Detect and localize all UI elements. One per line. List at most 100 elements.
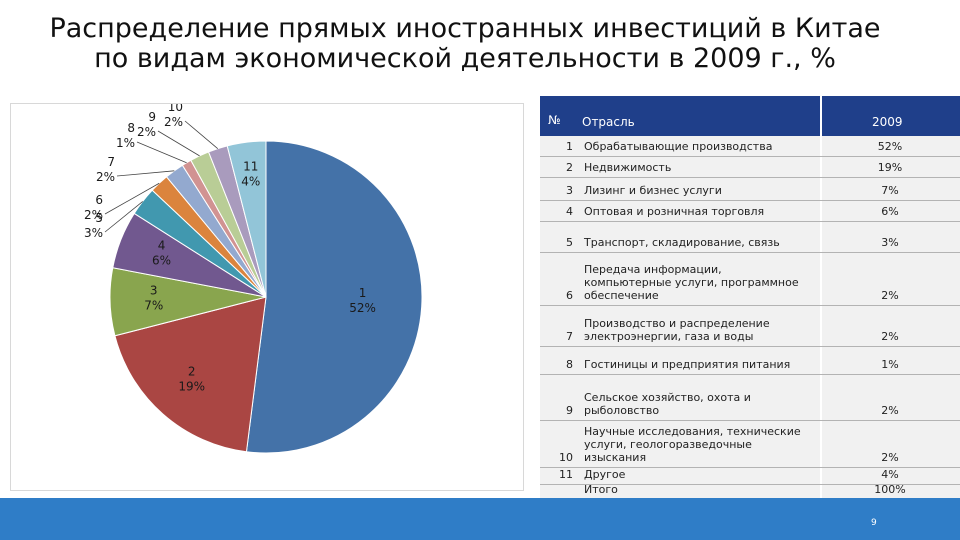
pie-leader-9 xyxy=(157,130,200,157)
header-industry: Отрасль xyxy=(582,115,635,129)
title-line-2: по видам экономической деятельности в 20… xyxy=(94,43,836,74)
table-row: 4 Оптовая и розничная торговля 6% xyxy=(540,201,960,221)
table-row: 7 Производство и распределение электроэнер… xyxy=(540,306,960,346)
row-industry-name: Научные исследования, технические услуги,… xyxy=(584,425,801,464)
row-number: 2 xyxy=(566,161,573,174)
row-value: 2% xyxy=(881,404,899,417)
row-industry-line: изыскания xyxy=(584,451,647,464)
pie-label-number-5: 5 xyxy=(95,211,103,225)
pie-leader-8 xyxy=(136,141,187,164)
row-value: 2% xyxy=(881,330,899,343)
pie-label-number-6: 6 xyxy=(95,193,103,207)
pie-label-number-11: 11 xyxy=(243,159,258,173)
row-number: 5 xyxy=(566,236,573,249)
table-row: 2 Недвижимость 19% xyxy=(540,157,960,177)
row-number: 6 xyxy=(566,289,573,302)
table-row: 11 Другое 4% xyxy=(540,468,960,484)
row-value: 6% xyxy=(881,205,899,218)
row-industry-line: Лизинг и бизнес услуги xyxy=(584,184,722,197)
pie-label-1: 152% xyxy=(349,286,376,315)
row-number: 4 xyxy=(566,205,573,218)
row-value: 19% xyxy=(877,161,903,174)
pie-label-percent-6: 2% xyxy=(84,208,103,222)
pie-leader-10 xyxy=(184,120,219,149)
pie-chart-panel: 1 52% 2 19% 3 7% 4 6% 5 3% 6 2% 7 2% 8 1% 9 2% 10 2% 11 4% xyxy=(10,103,524,491)
header-separator xyxy=(820,96,822,136)
row-separator xyxy=(820,468,822,484)
pie-label-percent-8: 1% xyxy=(116,136,135,150)
pie-label-number-3: 3 xyxy=(150,284,158,298)
row-value: 7% xyxy=(881,184,899,197)
row-industry-line: Итого xyxy=(584,483,618,496)
row-separator xyxy=(820,136,822,156)
pie-label-number-2: 2 xyxy=(188,364,196,378)
pie-label-percent-11: 4% xyxy=(241,174,260,188)
row-number: 7 xyxy=(566,330,573,343)
pie-label-percent-2: 19% xyxy=(178,379,205,393)
row-industry-line: Научные исследования, технические xyxy=(584,425,801,438)
row-industry-name: Недвижимость xyxy=(584,161,671,174)
pie-leader-7 xyxy=(116,170,175,177)
table-row: 1 Обрабатывающие производства 52% xyxy=(540,136,960,156)
table-row: 3 Лизинг и бизнес услуги 7% xyxy=(540,178,960,200)
pie-label-percent-1: 52% xyxy=(349,301,376,315)
pie-slice-2 xyxy=(114,296,267,453)
row-industry-line: Передача информации, xyxy=(584,263,722,276)
row-separator xyxy=(820,222,822,252)
table-row: Итого 100% xyxy=(540,483,960,499)
pie-leader-5 xyxy=(104,201,143,233)
row-number: 10 xyxy=(559,451,573,464)
page-number: 9 xyxy=(871,518,877,528)
row-number: 11 xyxy=(559,468,573,481)
row-industry-line: Гостиницы и предприятия питания xyxy=(584,358,791,371)
row-industry-name: Оптовая и розничная торговля xyxy=(584,205,764,218)
pie-label-number-8: 8 xyxy=(127,121,135,135)
row-industry-line: рыболовство xyxy=(584,404,660,417)
row-industry-line: Транспорт, складирование, связь xyxy=(584,236,780,249)
row-value: 100% xyxy=(874,483,906,496)
table-row: 10 Научные исследования, технические услуг… xyxy=(540,421,960,467)
pie-chart: 152%219%37%46%53%62%72%81%92%102%114% xyxy=(84,104,423,454)
row-industry-line: Производство и распределение xyxy=(584,317,770,330)
data-table-body: № Отрасль 2009 1 Обрабатывающие производства… xyxy=(540,96,960,499)
pie-label-percent-4: 6% xyxy=(152,254,171,268)
pie-slice-1 xyxy=(245,140,423,454)
pie-label-number-10: 10 xyxy=(168,104,183,114)
row-value: 3% xyxy=(881,236,899,249)
row-industry-line: Обрабатывающие производства xyxy=(584,140,773,153)
row-industry-line: Недвижимость xyxy=(584,161,672,174)
header-year: 2009 xyxy=(872,115,903,129)
row-industry-line: электроэнергии, газа и воды xyxy=(584,330,754,343)
row-separator xyxy=(820,375,822,420)
table-row: 6 Передача информации, компьютерные услуги… xyxy=(540,253,960,305)
row-industry-line: обеспечение xyxy=(584,289,659,302)
row-industry-line: Оптовая и розничная торговля xyxy=(584,205,765,218)
row-separator xyxy=(820,485,822,499)
pie-label-percent-9: 2% xyxy=(137,125,156,139)
row-industry-name: Производство и распределение электроэнерг… xyxy=(584,317,770,343)
row-separator xyxy=(820,157,822,177)
row-industry-name: Транспорт, складирование, связь xyxy=(584,236,780,249)
pie-label-percent-3: 7% xyxy=(144,299,163,313)
row-industry-name: Лизинг и бизнес услуги xyxy=(584,184,722,197)
row-industry-name: Гостиницы и предприятия питания xyxy=(584,358,790,371)
row-separator xyxy=(820,306,822,346)
pie-label-number-9: 9 xyxy=(148,110,156,124)
row-industry-line: Другое xyxy=(584,468,626,481)
row-number: 8 xyxy=(566,358,573,371)
row-value: 4% xyxy=(881,468,899,481)
slide-title: Распределение прямых иностранных инвести… xyxy=(0,14,930,74)
row-value: 52% xyxy=(877,140,903,153)
pie-leader-6 xyxy=(104,182,160,215)
row-industry-name: Сельское хозяйство, охота и рыболовство xyxy=(584,391,751,417)
pie-label-percent-5: 3% xyxy=(84,226,103,240)
row-separator xyxy=(820,201,822,221)
row-value: 2% xyxy=(881,289,899,302)
table-header-row: № Отрасль 2009 xyxy=(540,96,960,136)
row-separator xyxy=(820,421,822,467)
pie-label-5: 53% xyxy=(84,211,103,240)
row-industry-line: Сельское хозяйство, охота и xyxy=(584,391,751,404)
row-value: 2% xyxy=(881,451,899,464)
row-industry-name: Другое xyxy=(584,468,625,481)
header-number: № xyxy=(548,113,561,127)
